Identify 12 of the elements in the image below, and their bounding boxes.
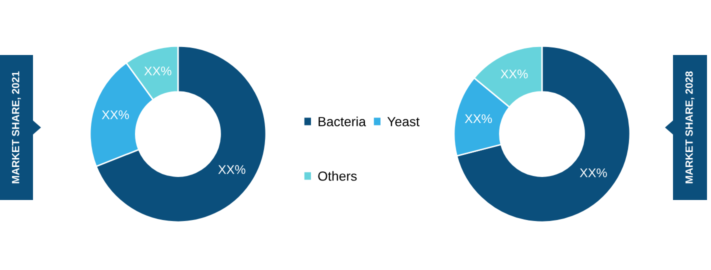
data-label: XX% — [464, 114, 492, 124]
data-label: XX% — [102, 110, 129, 120]
donut-slice — [456, 45, 631, 223]
legend-label: Bacteria — [318, 116, 366, 126]
legend-label: Yeast — [387, 117, 420, 126]
text: MARKET SHARE, 2028 — [685, 71, 694, 184]
legend-label: Others — [318, 171, 357, 181]
data-label: XX% — [580, 168, 607, 178]
data-label: XX% — [218, 165, 246, 174]
text: MARKET SHARE, 2021 — [12, 71, 21, 184]
data-label: XX% — [144, 66, 172, 76]
data-label: XX% — [500, 70, 528, 78]
